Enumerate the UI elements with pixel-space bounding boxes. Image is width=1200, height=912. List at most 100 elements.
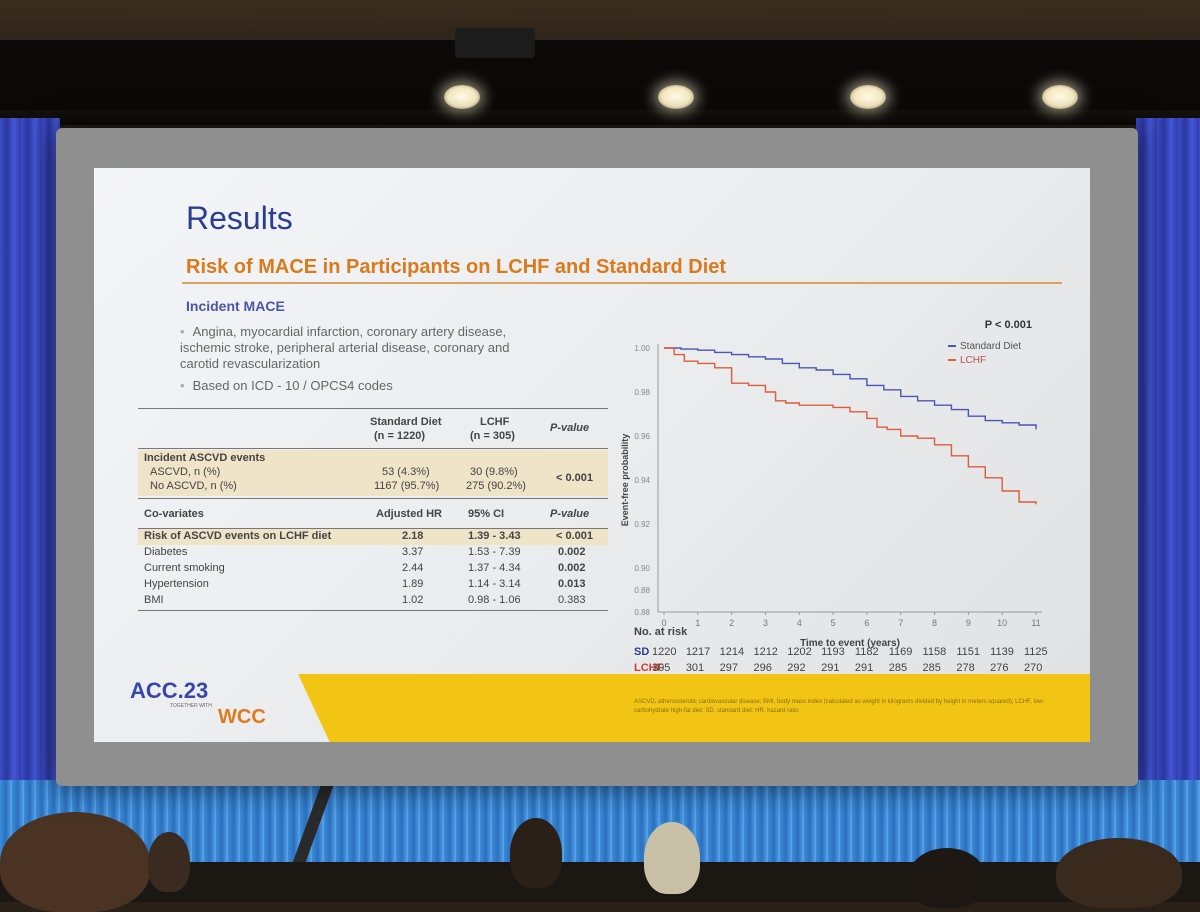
presentation-slide: Results Risk of MACE in Participants on … bbox=[94, 168, 1090, 742]
curtain-left bbox=[0, 118, 60, 818]
km-chart: 0.88 0.88 0.90 0.92 0.94 0.96 0.98 1.00 0 1 2 3 4 5 6 7… bbox=[614, 308, 1064, 688]
risk-value: 296 bbox=[753, 662, 772, 674]
y-tick-label: 0.88 bbox=[634, 608, 650, 617]
stage-light bbox=[850, 85, 886, 109]
x-tick-label: 3 bbox=[763, 618, 768, 628]
y-axis-label: Event-free probability bbox=[620, 434, 630, 527]
stage-light bbox=[658, 85, 694, 109]
title-divider bbox=[182, 282, 1062, 284]
risk-value: 1202 bbox=[787, 646, 812, 658]
bullet-item: • Based on ICD - 10 / OPCS4 codes bbox=[180, 378, 393, 393]
table-row: Hypertension 1.89 1.14 - 3.14 0.013 bbox=[144, 578, 586, 590]
slide-subtitle: Risk of MACE in Participants on LCHF and… bbox=[186, 256, 727, 278]
curtain-right bbox=[1136, 118, 1200, 818]
y-tick-label: 1.00 bbox=[634, 344, 650, 353]
table-rule bbox=[138, 408, 608, 409]
risk-value: 291 bbox=[821, 662, 840, 674]
risk-value: 285 bbox=[888, 662, 908, 674]
lighting-truss bbox=[0, 40, 1200, 110]
table-row: Diabetes 3.37 1.53 - 7.39 0.002 bbox=[144, 546, 586, 558]
bullet-continuation: ischemic stroke, peripheral arterial dis… bbox=[180, 340, 510, 355]
risk-row-label: SD bbox=[634, 646, 650, 658]
x-tick-label: 5 bbox=[831, 618, 836, 628]
risk-value: 270 bbox=[1024, 662, 1043, 674]
x-tick-label: 2 bbox=[729, 618, 734, 628]
stage-light bbox=[444, 85, 480, 109]
footer-band bbox=[298, 674, 1090, 742]
risk-value: 291 bbox=[854, 662, 874, 674]
table-rule bbox=[138, 610, 608, 611]
risk-value: 1169 bbox=[888, 646, 913, 658]
risk-value: 292 bbox=[787, 662, 806, 674]
section-heading: Incident MACE bbox=[186, 298, 285, 314]
y-tick-label: 0.98 bbox=[634, 388, 650, 397]
ascvd-shading bbox=[138, 450, 608, 496]
x-tick-label: 8 bbox=[932, 618, 937, 628]
risk-value: 1193 bbox=[821, 646, 845, 658]
acc-logo: ACC.23 bbox=[130, 678, 209, 703]
p-value-annotation: P < 0.001 bbox=[985, 319, 1032, 331]
table-row: BMI 1.02 0.98 - 1.06 0.383 bbox=[144, 594, 586, 606]
slide-title: Results bbox=[186, 200, 293, 236]
risk-value: 1217 bbox=[685, 646, 711, 658]
risk-row-label: LCHF bbox=[634, 662, 664, 674]
risk-value: 1214 bbox=[719, 646, 745, 658]
risk-value: 1212 bbox=[753, 646, 778, 658]
bullet-item: • Angina, myocardial infarction, coronary… bbox=[180, 324, 507, 339]
table-rule bbox=[138, 448, 608, 449]
projector bbox=[455, 28, 535, 58]
table-group-label: Incident ASCVD events bbox=[144, 452, 266, 464]
risk-value: 305 bbox=[652, 662, 671, 674]
km-line-standard-diet bbox=[664, 347, 1037, 430]
y-tick-label: 0.94 bbox=[634, 476, 650, 485]
risk-value: 278 bbox=[956, 662, 975, 674]
risk-value: 297 bbox=[719, 662, 738, 674]
risk-value: 1182 bbox=[854, 646, 879, 658]
risk-value: 1158 bbox=[922, 646, 947, 658]
table-rule bbox=[138, 528, 608, 529]
legend-label: LCHF bbox=[960, 355, 986, 366]
stage-light bbox=[1042, 85, 1078, 109]
risk-value: 285 bbox=[922, 662, 941, 674]
risk-table-label: No. at risk bbox=[634, 626, 688, 638]
y-tick-label: 0.88 bbox=[634, 586, 650, 595]
y-tick-label: 0.92 bbox=[634, 520, 650, 529]
x-tick-label: 11 bbox=[1031, 618, 1040, 628]
risk-value: 276 bbox=[990, 662, 1009, 674]
x-tick-label: 4 bbox=[797, 618, 802, 628]
wcc-logo: WCC bbox=[218, 706, 266, 728]
x-tick-label: 7 bbox=[898, 618, 903, 628]
x-tick-label: 6 bbox=[864, 618, 869, 628]
curtain-lower bbox=[0, 780, 1200, 870]
risk-value: 1125 bbox=[1024, 646, 1048, 658]
risk-value: 1220 bbox=[652, 646, 677, 658]
table-row: No ASCVD, n (%) 1167 (95.7%) 275 (90.2%) bbox=[150, 480, 526, 492]
x-tick-label: 10 bbox=[997, 618, 1007, 628]
km-chart-svg: 0.88 0.88 0.90 0.92 0.94 0.96 0.98 1.00 0 1 2 3 4 5 6 7… bbox=[620, 319, 1042, 649]
table-row: Current smoking 2.44 1.37 - 4.34 0.002 bbox=[144, 562, 586, 574]
risk-value: 1139 bbox=[990, 646, 1014, 658]
table-header-row: (n = 1220) (n = 305) P-value bbox=[374, 422, 590, 442]
table-header-row: Standard Diet LCHF bbox=[370, 416, 510, 428]
x-tick-label: 1 bbox=[695, 618, 700, 628]
lchf-risk-shading bbox=[138, 529, 608, 545]
stage-floor bbox=[0, 862, 1200, 902]
audience-head bbox=[148, 832, 190, 892]
acc-logo-sub: TOGETHER WITH bbox=[170, 703, 212, 709]
footnote: ASCVD, atherosclerotic cardiovascular di… bbox=[634, 699, 1045, 714]
x-tick-label: 0 bbox=[661, 618, 666, 628]
x-tick-label: 9 bbox=[966, 618, 971, 628]
audience-head bbox=[0, 812, 150, 912]
y-tick-label: 0.90 bbox=[634, 564, 650, 573]
table-row: ASCVD, n (%) 53 (4.3%) 30 (9.8%) < 0.001 bbox=[150, 466, 594, 484]
audience-head bbox=[1056, 838, 1182, 908]
y-tick-label: 0.96 bbox=[634, 432, 650, 441]
x-axis-label: Time to event (years) bbox=[800, 638, 900, 649]
risk-value: 301 bbox=[685, 662, 705, 674]
audience-head bbox=[644, 822, 700, 894]
risk-value: 1151 bbox=[956, 646, 981, 658]
table-header-row: Co-variates Adjusted HR 95% CI P-value bbox=[144, 508, 590, 520]
km-line-lchf bbox=[664, 347, 1037, 505]
table-rule bbox=[138, 498, 608, 499]
table-row: Risk of ASCVD events on LCHF diet 2.18 1… bbox=[144, 530, 594, 542]
